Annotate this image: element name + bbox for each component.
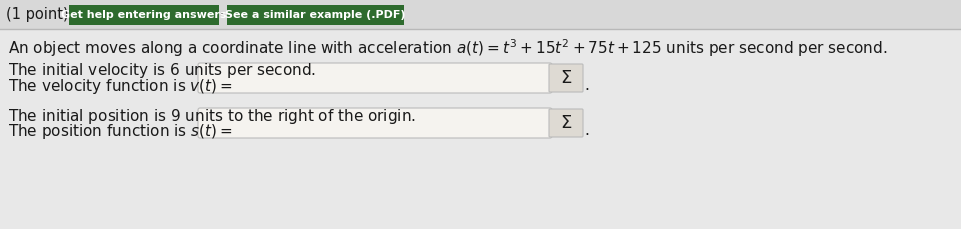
Text: The initial velocity is $6$ units per second.: The initial velocity is $6$ units per se… <box>8 61 316 80</box>
FancyBboxPatch shape <box>0 0 961 29</box>
Text: The initial position is $9$ units to the right of the origin.: The initial position is $9$ units to the… <box>8 107 415 126</box>
Text: (1 point): (1 point) <box>6 8 68 22</box>
Text: .: . <box>583 123 588 138</box>
Text: An object moves along a coordinate line with acceleration $a(t) = t^3 + 15t^2 + : An object moves along a coordinate line … <box>8 37 887 59</box>
FancyBboxPatch shape <box>549 109 582 137</box>
Text: Get help entering answers: Get help entering answers <box>62 10 227 20</box>
FancyBboxPatch shape <box>227 5 404 25</box>
Text: Σ: Σ <box>559 69 571 87</box>
Text: Σ: Σ <box>559 114 571 132</box>
FancyBboxPatch shape <box>549 64 582 92</box>
FancyBboxPatch shape <box>198 108 552 138</box>
Text: ·: · <box>220 8 224 22</box>
Text: See a similar example (.PDF): See a similar example (.PDF) <box>225 10 406 20</box>
Text: The velocity function is $v(t) =$: The velocity function is $v(t) =$ <box>8 77 233 96</box>
FancyBboxPatch shape <box>198 63 552 93</box>
Text: The position function is $s(t) =$: The position function is $s(t) =$ <box>8 122 233 141</box>
FancyBboxPatch shape <box>69 5 219 25</box>
Text: .: . <box>583 78 588 93</box>
